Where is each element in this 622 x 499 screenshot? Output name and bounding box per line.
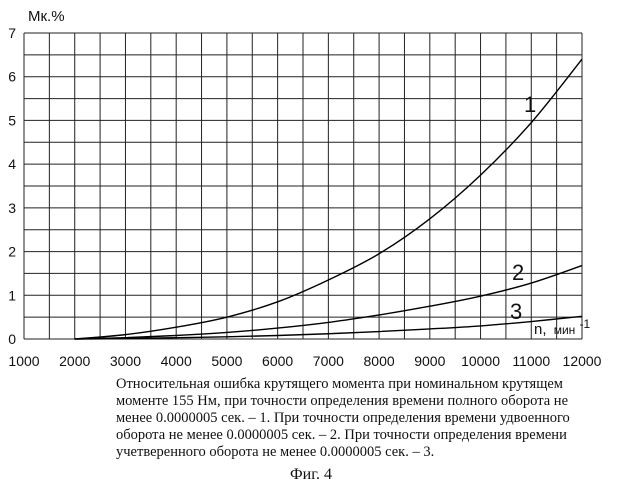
x-tick-label: 8000 [364,353,395,369]
x-tick-label: 12000 [563,353,602,369]
x-axis-label: n, мин -1 [534,317,590,338]
figure-number: Фиг. 4 [290,466,332,483]
series-line-3 [74,315,583,340]
x-tick-label: 6000 [262,353,293,369]
series-group [74,58,583,340]
y-tick-label: 2 [8,244,16,260]
x-tick-label: 3000 [110,353,141,369]
y-tick-label: 4 [8,156,16,172]
x-axis-label-unit: мин [554,323,576,337]
x-tick-label: 9000 [414,353,445,369]
x-tick-label: 7000 [313,353,344,369]
x-tick-label: 2000 [59,353,90,369]
chart: 0 1 2 3 4 5 6 7 1000 2000 3000 4000 5000 6000 7000 800… [8,8,601,369]
curve-label-1: 1 [524,92,536,117]
curve-label-3: 3 [510,299,522,324]
x-tick-label: 10000 [461,353,500,369]
x-tick-label: 4000 [161,353,192,369]
x-tick-label: 5000 [211,353,242,369]
series-line-1 [74,58,583,340]
y-tick-labels: 0 1 2 3 4 5 6 7 [8,25,16,347]
y-tick-label: 7 [8,25,16,41]
x-axis-label-exponent: -1 [579,317,590,331]
y-tick-label: 5 [8,112,16,128]
series-line-2 [74,264,583,340]
curve-labels: 1 2 3 [510,92,536,324]
x-tick-label: 1000 [8,353,39,369]
figure-caption: Относительная ошибка крутящего момента п… [116,376,570,460]
y-tick-label: 1 [8,287,16,303]
curve-label-2: 2 [512,260,524,285]
y-tick-label: 0 [8,331,16,347]
x-tick-labels: 1000 2000 3000 4000 5000 6000 7000 8000 9000 1000… [8,353,601,369]
x-axis-label-main: n, [534,321,547,338]
y-axis-label: Mк.% [28,8,65,25]
x-tick-label: 11000 [512,353,550,369]
y-tick-label: 3 [8,200,16,216]
y-tick-label: 6 [8,69,16,85]
grid [23,32,583,340]
